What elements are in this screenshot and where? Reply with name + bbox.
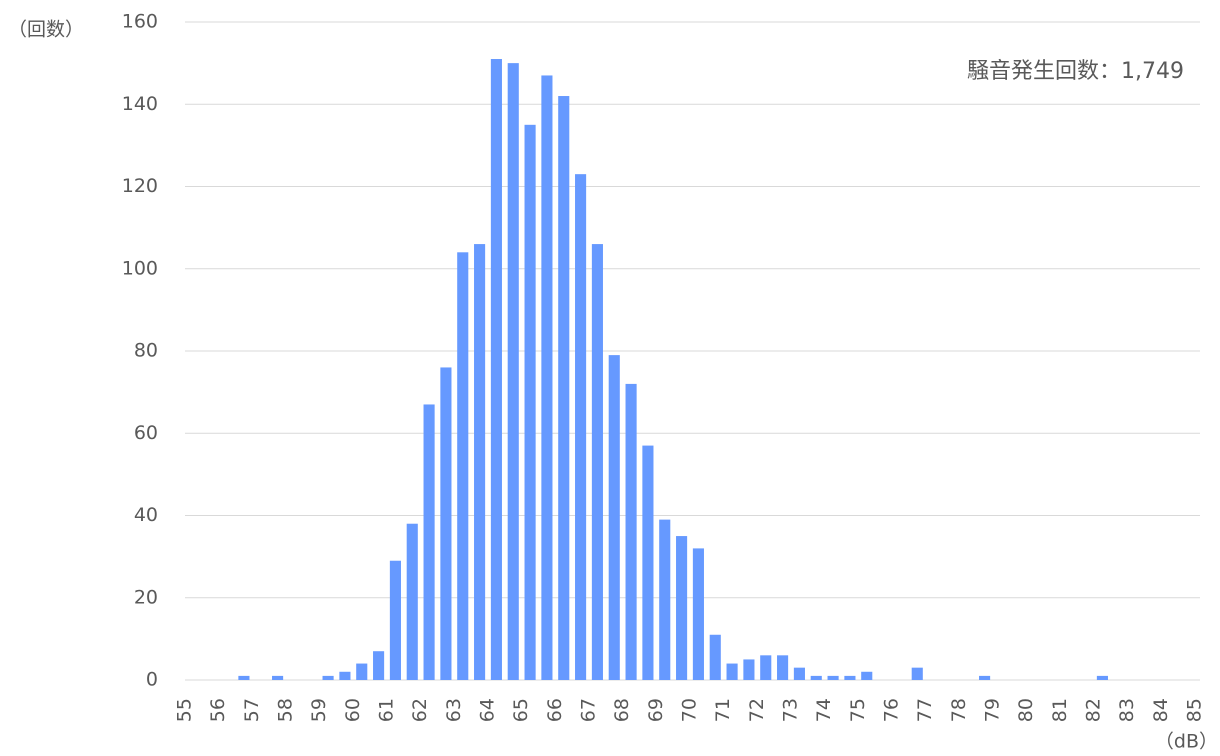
x-tick-label: 70 — [679, 698, 701, 722]
x-axis-label: （dB） — [1155, 731, 1218, 753]
annotation: 騒音発生回数：1,749 — [967, 59, 1184, 84]
bar — [423, 404, 435, 680]
x-tick-label: 63 — [443, 698, 465, 722]
bar — [322, 675, 334, 680]
x-tick-label: 76 — [881, 698, 903, 722]
x-tick-label: 69 — [645, 698, 667, 722]
bar — [760, 655, 772, 680]
bar — [238, 675, 250, 680]
bar — [591, 244, 603, 680]
bar — [709, 634, 721, 680]
y-tick-label: 40 — [134, 504, 158, 526]
bar — [810, 675, 822, 680]
bar — [440, 367, 452, 680]
x-tick-label: 73 — [780, 698, 802, 722]
y-tick-label: 160 — [122, 11, 158, 33]
bar — [524, 124, 536, 680]
x-tick-label: 55 — [174, 698, 196, 722]
bar — [558, 96, 570, 680]
bar — [608, 355, 620, 680]
bar — [777, 655, 789, 680]
bar — [827, 675, 839, 680]
y-tick-label: 120 — [122, 175, 158, 197]
x-tick-label: 75 — [847, 698, 869, 722]
y-tick-label: 140 — [122, 93, 158, 115]
x-tick-label: 71 — [712, 698, 734, 722]
x-tick-label: 83 — [1116, 698, 1138, 722]
bar — [726, 663, 738, 680]
x-tick-label: 56 — [207, 698, 229, 722]
x-tick-label: 58 — [275, 698, 297, 722]
x-tick-label: 80 — [1015, 698, 1037, 722]
bar — [676, 536, 688, 680]
x-tick-label: 67 — [578, 698, 600, 722]
bar — [659, 519, 671, 680]
x-tick-label: 61 — [376, 698, 398, 722]
x-tick-label: 84 — [1150, 698, 1172, 722]
x-tick-label: 72 — [746, 698, 768, 722]
x-tick-label: 57 — [241, 698, 263, 722]
bar — [389, 560, 401, 680]
x-tick-label: 60 — [342, 698, 364, 722]
x-tick-label: 68 — [611, 698, 633, 722]
bar — [911, 667, 923, 680]
x-tick-label: 77 — [914, 698, 936, 722]
bar — [642, 445, 654, 680]
bar — [406, 523, 418, 680]
bar — [490, 59, 502, 680]
bar — [625, 383, 637, 680]
bar — [861, 671, 873, 680]
x-tick-label: 59 — [308, 698, 330, 722]
bar — [793, 667, 805, 680]
x-tick-label: 85 — [1184, 698, 1206, 722]
bar — [692, 548, 704, 680]
x-tick-label: 78 — [948, 698, 970, 722]
bar — [272, 675, 284, 680]
y-axis-label: （回数） — [8, 19, 84, 41]
y-tick-label: 20 — [134, 586, 158, 608]
bar — [979, 675, 991, 680]
y-tick-label: 100 — [122, 257, 158, 279]
y-tick-label: 0 — [146, 669, 158, 691]
x-tick-label: 66 — [544, 698, 566, 722]
bar — [457, 252, 469, 681]
bar — [356, 663, 368, 680]
x-tick-label: 79 — [982, 698, 1004, 722]
y-tick-label: 80 — [134, 340, 158, 362]
x-tick-label: 65 — [510, 698, 532, 722]
x-tick-label: 74 — [813, 698, 835, 722]
bar — [1096, 675, 1108, 680]
bar — [474, 244, 486, 680]
bar — [373, 651, 385, 680]
bar — [339, 671, 351, 680]
x-tick-label: 62 — [409, 698, 431, 722]
bar — [575, 174, 587, 680]
x-tick-label: 81 — [1049, 698, 1071, 722]
bar — [507, 63, 519, 680]
x-tick-label: 82 — [1083, 698, 1105, 722]
y-tick-label: 60 — [134, 422, 158, 444]
x-tick-label: 64 — [477, 698, 499, 722]
bar — [743, 659, 755, 680]
bar — [844, 675, 856, 680]
bar — [541, 75, 553, 680]
